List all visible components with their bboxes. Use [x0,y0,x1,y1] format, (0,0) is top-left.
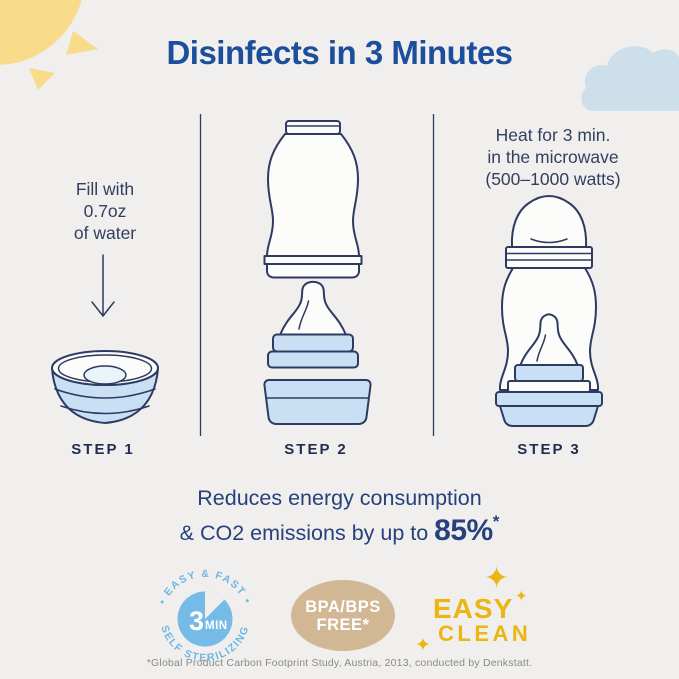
bpa-badge-line1: BPA/BPS [305,597,381,616]
arrow-down-icon [91,254,115,317]
step3-label: STEP 3 [517,441,581,458]
bottle-parts-illustration [263,120,372,425]
self-sterilizing-badge: • EASY & FAST • SELF STERILIZING 3 MIN [156,568,252,664]
benefit-claim: Reduces energy consumption & CO2 emissio… [0,486,679,548]
step3-instruction: Heat for 3 min. in the microwave (500–10… [438,124,668,190]
benefit-line1: Reduces energy consumption [197,486,482,510]
benefit-asterisk: * [492,512,500,531]
sparkle-icon: ✦ [484,561,510,596]
step3-instruction-line: Heat for 3 min. [495,125,611,145]
badge-unit: MIN [205,620,228,632]
bpa-free-badge: BPA/BPS FREE* [291,580,395,651]
step3-instruction-line: in the microwave [487,147,619,167]
sparkle-icon: ✦ [415,634,431,656]
benefit-line2: & CO2 emissions by up to 85%* [0,512,679,548]
step1-instruction-line: Fill with [75,179,135,199]
step2-label: STEP 2 [284,441,348,458]
cloud-icon [581,46,679,111]
easy-clean-line1: EASY [433,593,514,624]
footnote: *Global Product Carbon Footprint Study, … [146,657,533,669]
sun-icon [0,0,98,90]
easy-clean-badge: EASY CLEAN [433,593,563,646]
bpa-badge-line2: FREE* [316,615,370,634]
clock-wedge-icon [205,591,225,619]
step1-label: STEP 1 [71,441,135,458]
badge-number: 3 [189,606,204,636]
step1-instruction-line: 0.7oz [83,201,127,221]
step1-instruction-line: of water [73,223,137,243]
sparkle-icon: ✦ [515,587,528,605]
step1-instruction: Fill with 0.7oz of water [25,178,185,244]
easy-clean-line2: CLEAN [438,621,532,646]
benefit-line2-text: & CO2 emissions by up to [179,521,435,545]
bowl-illustration [51,350,159,424]
step3-instruction-line: (500–1000 watts) [485,169,621,189]
assembled-bottle-illustration [495,195,603,427]
benefit-percentage: 85% [434,514,493,547]
page-title: Disinfects in 3 Minutes [166,34,513,71]
